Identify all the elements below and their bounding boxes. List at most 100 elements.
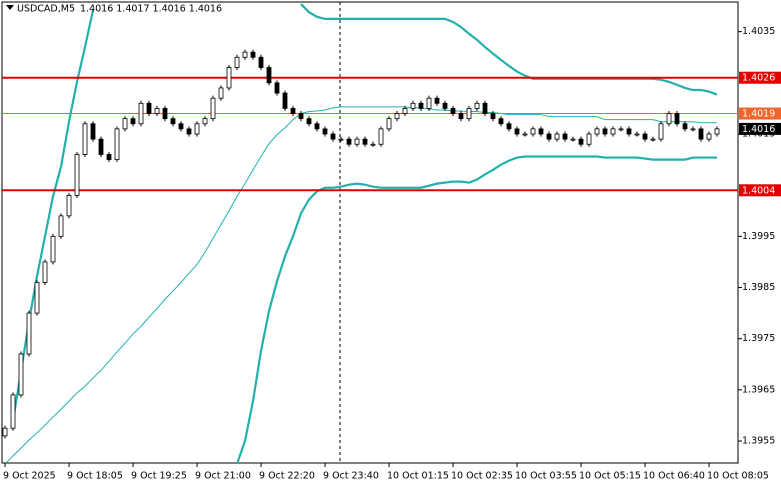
candle-body [386,118,392,130]
candle-body [410,102,416,109]
candle-body [146,102,152,114]
plot [2,3,738,463]
band-upper [11,9,95,422]
x-tick-label: 9 Oct 21:00 [195,471,251,482]
candle-body [82,123,88,155]
level-label-box [739,107,781,120]
x-tick-label: 9 Oct 2025 [3,471,56,482]
candle-body [10,394,16,429]
x-tick-label: 9 Oct 22:20 [259,471,315,482]
candle-body [642,133,648,140]
candle-body [98,138,104,155]
candle-body [490,113,496,120]
candle-body [706,133,712,140]
candle-body [234,56,240,68]
candle-body [618,128,624,131]
candle-body [578,138,584,145]
candle-body [530,128,536,135]
header-icon [6,5,14,10]
candle-body [186,128,192,135]
candle-body [106,154,112,160]
candle-body [474,102,480,109]
candle-body [338,138,344,141]
candle-body [266,67,272,84]
candle-body [202,118,208,125]
x-tick-label: 10 Oct 02:35 [451,471,513,482]
candle-body [274,82,280,94]
candle-body [458,113,464,120]
band-lower [236,155,717,463]
last-price-label-box [739,122,781,135]
candle-body [218,87,224,99]
candle-body [666,113,672,125]
level-label: 1.4019 [742,109,775,120]
axes: 1.40351.40151.39951.39851.39751.39651.39… [3,26,781,482]
candle-body [714,128,720,135]
candle-body [194,123,200,135]
candle-body [18,353,24,396]
candle-body [74,154,80,196]
candle-body [90,123,96,140]
candle-body [354,138,360,145]
candle-body [290,108,296,114]
candle-body [522,133,528,136]
candle-body [250,51,256,58]
candle-body [154,108,160,114]
candle-body [626,128,632,135]
band-middle [5,106,717,463]
candle-body [682,123,688,130]
candle-body [570,138,576,141]
candle-body [114,128,120,160]
candle-body [394,113,400,120]
candle-body [306,118,312,125]
x-tick-label: 10 Oct 05:15 [579,471,641,482]
candle-body [538,128,544,135]
candle-body [314,123,320,130]
candle-body [210,97,216,120]
level-label: 1.4004 [742,185,775,196]
candle-body [562,133,568,140]
x-tick-label: 10 Oct 03:55 [515,471,577,482]
last-price-label: 1.4016 [742,124,775,135]
candle-body [58,215,64,237]
candle-body [594,128,600,135]
candle-body [370,143,376,146]
candle-body [554,133,560,140]
x-tick-label: 10 Oct 06:40 [643,471,705,482]
level-label-box [739,71,781,84]
y-tick-label: 1.3975 [742,333,775,344]
candle-body [122,118,128,130]
candle-body [602,128,608,135]
x-tick-label: 9 Oct 23:40 [323,471,379,482]
candle-body [66,195,72,217]
candle-body [658,123,664,140]
candle-body [282,92,288,109]
candle-body [514,128,520,135]
x-tick-label: 9 Oct 19:25 [131,471,187,482]
y-tick-label: 1.3995 [742,231,775,242]
candle-body [26,312,32,355]
candle-body [698,128,704,140]
candle-body [634,133,640,136]
candle-body [226,67,232,89]
candle-body [298,113,304,120]
band-upper [300,3,718,96]
candle-body [330,133,336,140]
candle-body [178,123,184,130]
y-tick-label: 1.4035 [742,26,775,37]
candle-body [42,261,48,283]
level-label: 1.4026 [742,73,775,84]
candle-body [362,138,368,145]
plot-area [1,1,739,464]
candle-body [242,51,248,58]
candle-body [450,108,456,114]
candle-body [378,128,384,145]
candle-body [170,118,176,125]
candle-body [674,113,680,125]
candle-body [434,97,440,104]
candle-body [442,102,448,109]
y-tick-label: 1.3955 [742,435,775,446]
candle-body [258,56,264,68]
candle-body [50,235,56,263]
